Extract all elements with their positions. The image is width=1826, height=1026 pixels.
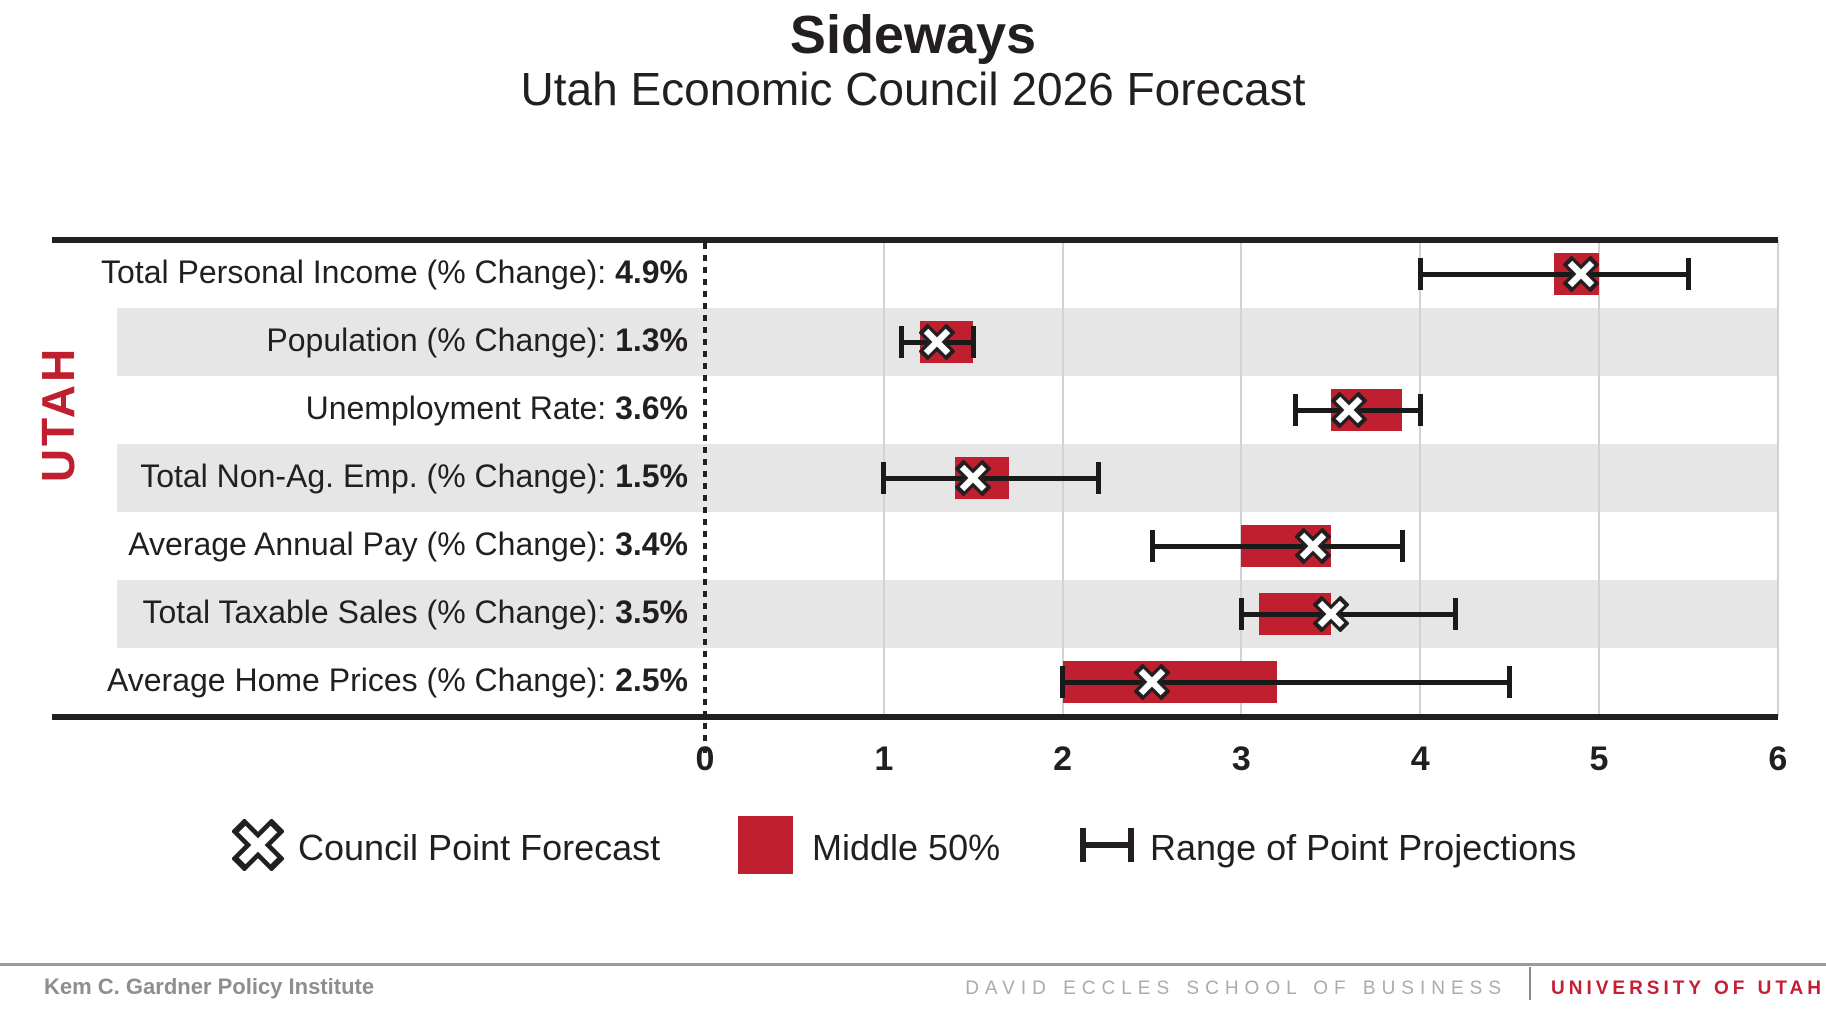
footer-institute: Kem C. Gardner Policy Institute	[44, 974, 375, 999]
gridline	[1240, 240, 1243, 716]
plot-top-border	[52, 237, 1778, 243]
council-point-forecast-marker	[954, 459, 992, 497]
range-whisker-cap-right	[1399, 530, 1405, 562]
row-value: 3.5%	[615, 594, 688, 630]
council-point-forecast-marker	[1133, 663, 1171, 701]
row-value: 2.5%	[615, 662, 688, 698]
row-label: Total Non-Ag. Emp. (% Change): 1.5%	[58, 458, 688, 495]
range-whisker-line	[1420, 271, 1689, 277]
gridline	[1598, 240, 1600, 716]
plot-bottom-border	[52, 714, 1778, 720]
row-label: Population (% Change): 1.3%	[58, 322, 688, 359]
axis-tick-label: 4	[1410, 740, 1430, 778]
footer-university: UNIVERSITY OF UTAH	[1551, 978, 1825, 999]
row-label-text: Unemployment Rate:	[305, 390, 616, 426]
range-whisker-cap-right	[970, 326, 976, 358]
axis-tick-label: 3	[1231, 740, 1251, 778]
footer-school: DAVID ECCLES SCHOOL OF BUSINESS	[965, 978, 1507, 999]
range-whisker-line	[1152, 543, 1403, 549]
axis-tick-label: 5	[1589, 740, 1609, 778]
chart-title: Sideways	[789, 5, 1037, 65]
range-whisker-line	[883, 475, 1099, 481]
range-whisker-cap-right	[1417, 394, 1423, 426]
row-label: Total Taxable Sales (% Change): 3.5%	[58, 594, 689, 631]
council-point-forecast-marker	[1562, 255, 1600, 293]
axis-tick-label: 2	[1053, 740, 1073, 778]
range-whisker-cap-right	[1453, 598, 1459, 630]
chart-subtitle: Utah Economic Council 2026 Forecast	[520, 63, 1306, 115]
range-whisker-cap-left	[1417, 258, 1423, 290]
row-label: Average Annual Pay (% Change): 3.4%	[58, 526, 688, 563]
row-label-text: Average Annual Pay (% Change):	[128, 526, 616, 562]
council-point-forecast-marker	[1312, 595, 1350, 633]
row-label: Total Personal Income (% Change): 4.9%	[58, 254, 688, 291]
range-whisker-cap-right	[1095, 462, 1101, 494]
range-whisker-line	[1241, 611, 1456, 617]
council-point-forecast-marker	[1294, 527, 1332, 565]
row-label-text: Total Personal Income (% Change):	[101, 254, 616, 290]
range-whisker-cap-left	[899, 326, 905, 358]
row-value: 3.6%	[615, 390, 688, 426]
axis-tick-label: 6	[1768, 740, 1788, 778]
footer-vertical-divider	[1529, 967, 1531, 1000]
row-value: 3.4%	[615, 526, 688, 562]
axis-tick-label: 0	[695, 740, 715, 778]
range-whisker-cap-left	[1060, 666, 1066, 698]
row-label-text: Total Non-Ag. Emp. (% Change):	[140, 458, 616, 494]
row-label-text: Population (% Change):	[266, 322, 616, 358]
row-value: 1.5%	[615, 458, 688, 494]
row-value: 1.3%	[615, 322, 688, 358]
zero-baseline	[703, 243, 707, 755]
range-whisker-line	[1062, 679, 1510, 685]
row-band	[117, 580, 1778, 648]
axis-tick-label: 1	[874, 740, 894, 778]
range-whisker-cap-left	[881, 462, 887, 494]
row-value: 4.9%	[615, 254, 688, 290]
row-label: Average Home Prices (% Change): 2.5%	[58, 662, 688, 699]
range-whisker-cap-left	[1238, 598, 1244, 630]
range-whisker-cap-left	[1149, 530, 1155, 562]
footer-divider-rule	[0, 963, 1826, 966]
gridline	[1776, 240, 1779, 716]
range-whisker-cap-right	[1507, 666, 1513, 698]
row-label-text: Total Taxable Sales (% Change):	[142, 594, 616, 630]
row-label-text: Average Home Prices (% Change):	[106, 662, 616, 698]
council-point-forecast-marker	[1330, 391, 1368, 429]
range-whisker-cap-right	[1685, 258, 1691, 290]
row-label: Unemployment Rate: 3.6%	[58, 390, 688, 427]
range-whisker-cap-left	[1292, 394, 1298, 426]
council-point-forecast-marker	[918, 323, 957, 361]
gridline	[1419, 240, 1422, 716]
